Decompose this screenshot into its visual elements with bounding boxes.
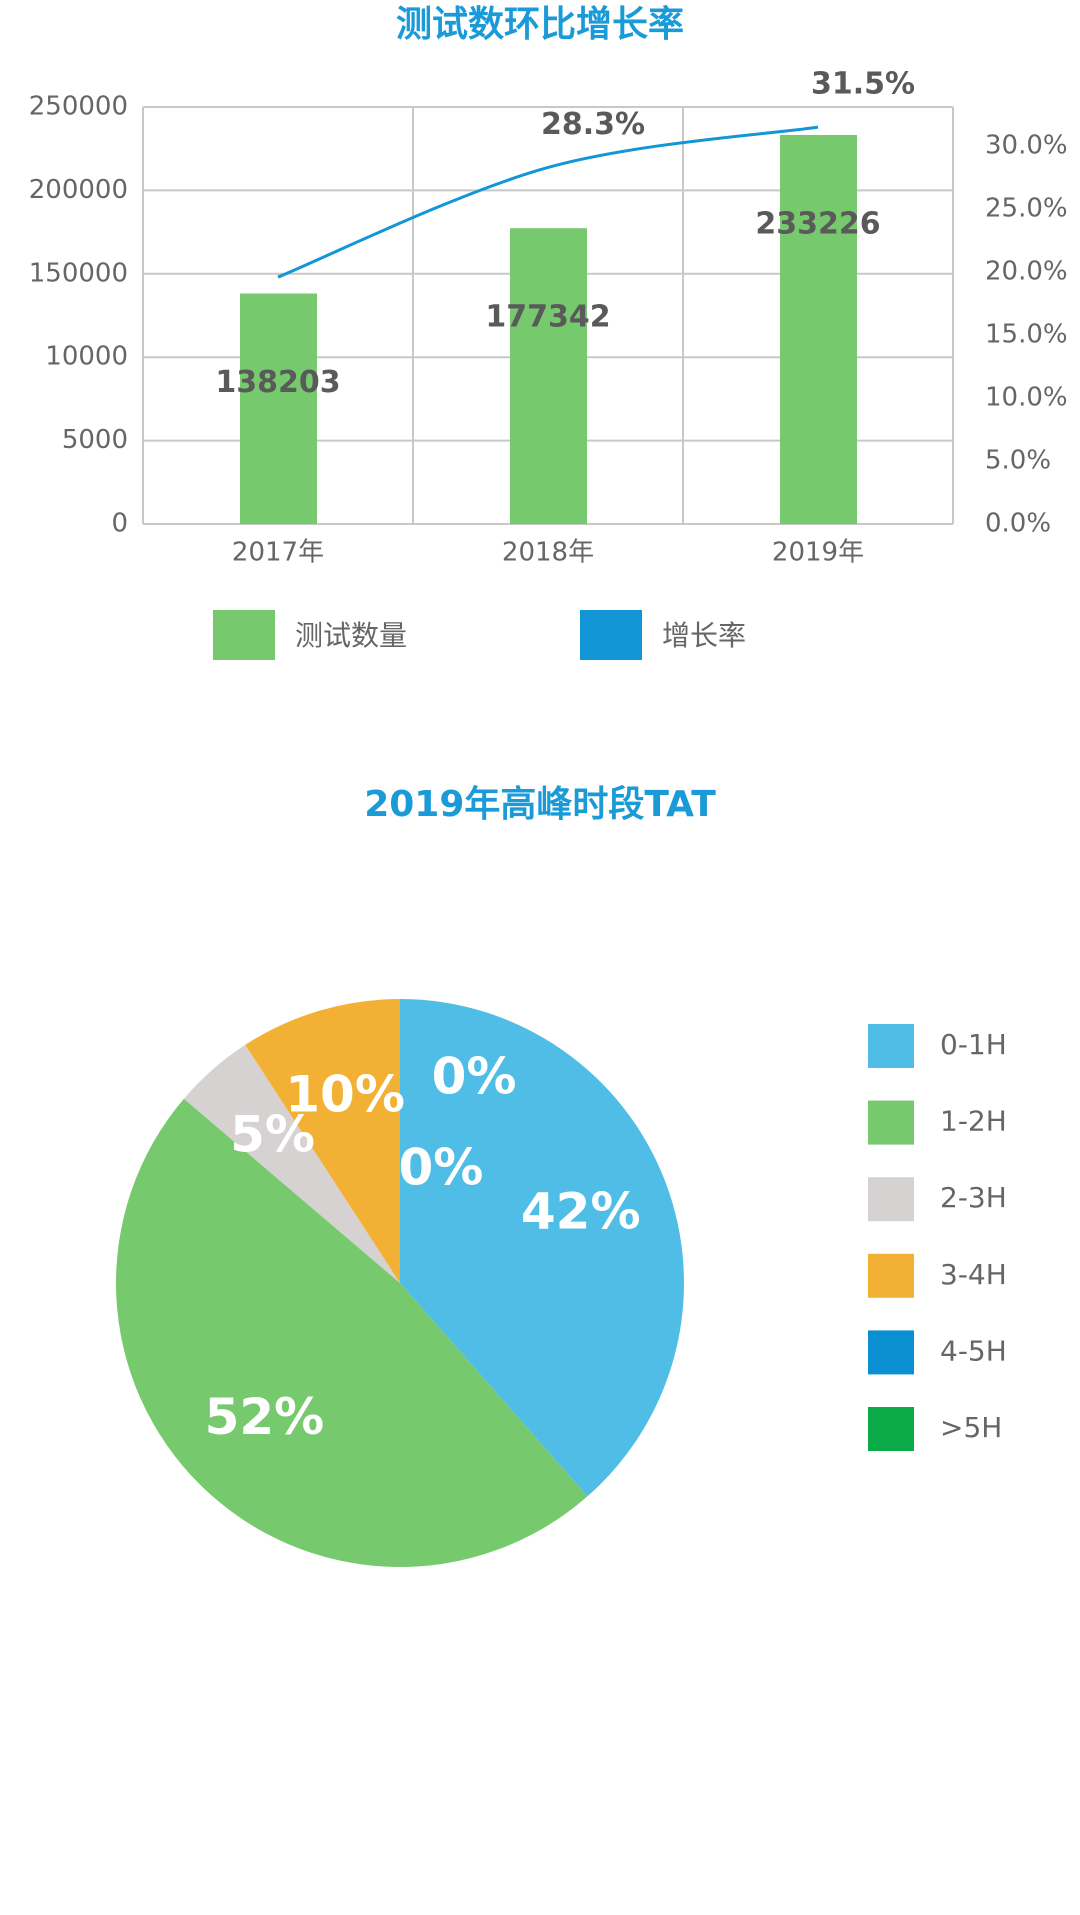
legend-swatch xyxy=(868,1100,914,1145)
data-label: 52% xyxy=(205,1388,325,1446)
y2-tick-label: 30.0% xyxy=(985,131,1068,161)
data-label: 42% xyxy=(521,1182,641,1240)
x-tick-label: 2017年 xyxy=(232,538,324,568)
legend-label: 3-4H xyxy=(940,1258,1007,1291)
data-label: 177342 xyxy=(485,300,610,335)
x-tick-label: 2019年 xyxy=(772,538,864,568)
legend-label: >5H xyxy=(940,1411,1002,1444)
data-label: 5% xyxy=(230,1105,315,1163)
y-tick-label: 0 xyxy=(111,509,128,539)
y-tick-label: 10000 xyxy=(45,342,128,372)
y-tick-label: 200000 xyxy=(29,175,128,205)
pie-slice xyxy=(400,999,684,1497)
y2-tick-label: 20.0% xyxy=(985,257,1068,287)
legend-swatch xyxy=(868,1177,914,1222)
y2-tick-label: 15.0% xyxy=(985,320,1068,350)
line xyxy=(277,125,819,279)
legend-swatch xyxy=(868,1407,914,1451)
pie-slice xyxy=(183,1044,400,1283)
data-label: 233226 xyxy=(755,206,880,241)
legend-swatch xyxy=(580,610,642,660)
legend-label: 1-2H xyxy=(940,1105,1007,1138)
legend-swatch xyxy=(213,610,275,660)
data-label: 0% xyxy=(398,1138,483,1196)
legend-label: 0-1H xyxy=(940,1028,1007,1061)
data-label: 28.3% xyxy=(541,107,645,142)
pie-slice xyxy=(116,1098,588,1567)
y2-tick-label: 5.0% xyxy=(985,446,1051,476)
chart-title: 2019年高峰时段TAT xyxy=(364,784,716,825)
data-label: 0% xyxy=(432,1048,517,1106)
legend-swatch xyxy=(868,1253,914,1298)
x-tick-label: 2018年 xyxy=(502,538,594,568)
y2-tick-label: 0.0% xyxy=(985,509,1051,539)
chart-title: 测试数环比增长率 xyxy=(396,4,684,45)
data-label: 31.5% xyxy=(811,67,915,102)
legend-swatch xyxy=(868,1330,914,1375)
y-tick-label: 250000 xyxy=(29,92,128,122)
data-label: 10% xyxy=(285,1065,405,1123)
legend-label: 2-3H xyxy=(940,1181,1007,1214)
y-tick-label: 5000 xyxy=(62,425,128,455)
legend-label: 增长率 xyxy=(662,619,746,652)
y-tick-label: 150000 xyxy=(29,258,128,288)
bar xyxy=(780,134,857,524)
y2-tick-label: 25.0% xyxy=(985,194,1068,224)
y2-tick-label: 10.0% xyxy=(985,383,1068,413)
legend-label: 测试数量 xyxy=(295,619,407,652)
bar xyxy=(240,293,317,524)
legend-label: 4-5H xyxy=(940,1334,1007,1367)
bar xyxy=(510,228,587,524)
legend-swatch xyxy=(868,1024,914,1068)
data-label: 138203 xyxy=(215,365,340,400)
pie-slice xyxy=(245,999,400,1283)
